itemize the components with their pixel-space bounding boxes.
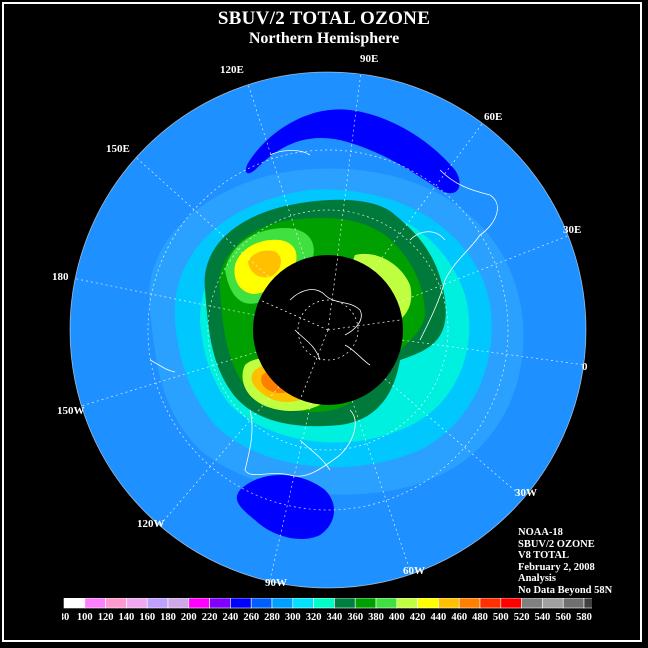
- colorbar-swatch: [292, 598, 314, 609]
- colorbar-swatch: [583, 598, 592, 609]
- lon-label-150e: 150E: [106, 143, 130, 155]
- colorbar-label: 160: [139, 612, 155, 623]
- map-border: [69, 71, 587, 589]
- colorbar-label: 120: [98, 612, 114, 623]
- map-title: SBUV/2 TOTAL OZONE: [217, 8, 431, 29]
- colorbar-label: 200: [181, 612, 197, 623]
- colorbar-swatch: [438, 598, 460, 609]
- colorbar-label: 480: [472, 612, 488, 623]
- info-version: V8 TOTAL: [518, 550, 570, 561]
- colorbar-label: 260: [243, 612, 259, 623]
- ozone-band-440-b: [248, 250, 281, 278]
- colorbar-label: 360: [347, 612, 363, 623]
- colorbar-label: 560: [555, 612, 571, 623]
- info-satellite: NOAA-18: [518, 527, 563, 538]
- colorbar-label: 100: [77, 612, 93, 623]
- colorbar-swatch: [396, 598, 418, 609]
- graticule: [71, 72, 586, 581]
- colorbar-swatch: [313, 598, 335, 609]
- colorbar-label: 340: [327, 612, 343, 623]
- colorbar-label: 140: [119, 612, 135, 623]
- colorbar-swatch: [146, 598, 169, 609]
- colorbar-swatch: [250, 598, 273, 609]
- info-product: SBUV/2 OZONE: [518, 538, 595, 550]
- info-block: NOAA-18 SBUV/2 OZONE V8 TOTAL February 2, 2…: [518, 527, 612, 596]
- colorbar-label: 520: [514, 612, 530, 623]
- polar-graticule: [259, 254, 401, 401]
- polar-coastlines: [289, 289, 371, 366]
- colorbar-swatch: [126, 598, 148, 609]
- lon-label-60w: 60W: [403, 565, 425, 577]
- colorbar-swatch: [105, 598, 127, 609]
- colorbar-swatch: [500, 598, 522, 609]
- colorbar-label: 180: [160, 612, 176, 623]
- colorbar-label: 500: [493, 612, 509, 623]
- coastlines: [149, 150, 498, 477]
- colorbar-swatch: [375, 598, 398, 609]
- colorbar-label: 460: [451, 612, 467, 623]
- colorbar: 80 100 120 140 160 180 200 220 240 260 280 300 320 34…: [62, 598, 592, 623]
- colorbar-label: 540: [535, 612, 551, 623]
- colorbar-label: 320: [306, 612, 322, 623]
- lon-label-90w: 90W: [265, 577, 287, 589]
- info-date: February 2, 2008: [518, 561, 595, 573]
- lon-label-120e: 120E: [220, 64, 244, 76]
- colorbar-swatch: [562, 598, 585, 609]
- lon-label-30e: 30E: [563, 224, 581, 236]
- lon-label-90e: 90E: [360, 53, 378, 65]
- ozone-low-region-south: [236, 475, 335, 540]
- lon-label-0: 0: [582, 361, 588, 373]
- map-subtitle: Northern Hemisphere: [248, 30, 400, 47]
- info-note: No Data Beyond 58N: [518, 584, 613, 596]
- colorbar-label: 280: [264, 612, 280, 623]
- colorbar-swatch: [271, 598, 294, 609]
- colorbar-swatch: [230, 598, 252, 609]
- colorbar-swatch: [354, 598, 377, 609]
- colorbar-swatch: [334, 598, 356, 609]
- colorbar-swatch: [63, 598, 86, 609]
- ozone-field: [70, 72, 586, 588]
- lon-label-180: 180: [52, 271, 69, 283]
- info-type: Analysis: [518, 573, 556, 584]
- colorbar-label: 400: [389, 612, 405, 623]
- colorbar-label: 300: [285, 612, 301, 623]
- lon-label-60e: 60E: [484, 111, 502, 123]
- colorbar-swatch: [479, 598, 502, 609]
- colorbar-swatch: [84, 598, 106, 609]
- colorbar-label: 80: [62, 612, 69, 623]
- colorbar-label: 440: [431, 612, 447, 623]
- lon-label-150w: 150W: [57, 405, 85, 417]
- colorbar-swatch: [167, 598, 190, 609]
- colorbar-label: 220: [202, 612, 218, 623]
- colorbar-label: 380: [368, 612, 384, 623]
- colorbar-swatch: [188, 598, 210, 609]
- lon-label-120w: 120W: [137, 518, 165, 530]
- colorbar-swatch: [417, 598, 439, 609]
- colorbar-swatch: [209, 598, 231, 609]
- ozone-low-region-north: [245, 109, 460, 194]
- colorbar-label: 420: [410, 612, 426, 623]
- lon-label-30w: 30W: [515, 487, 537, 499]
- colorbar-swatch: [542, 598, 564, 609]
- colorbar-swatch: [458, 598, 481, 609]
- colorbar-label: 240: [223, 612, 239, 623]
- colorbar-swatch: [521, 598, 543, 609]
- colorbar-label: 580: [576, 612, 592, 623]
